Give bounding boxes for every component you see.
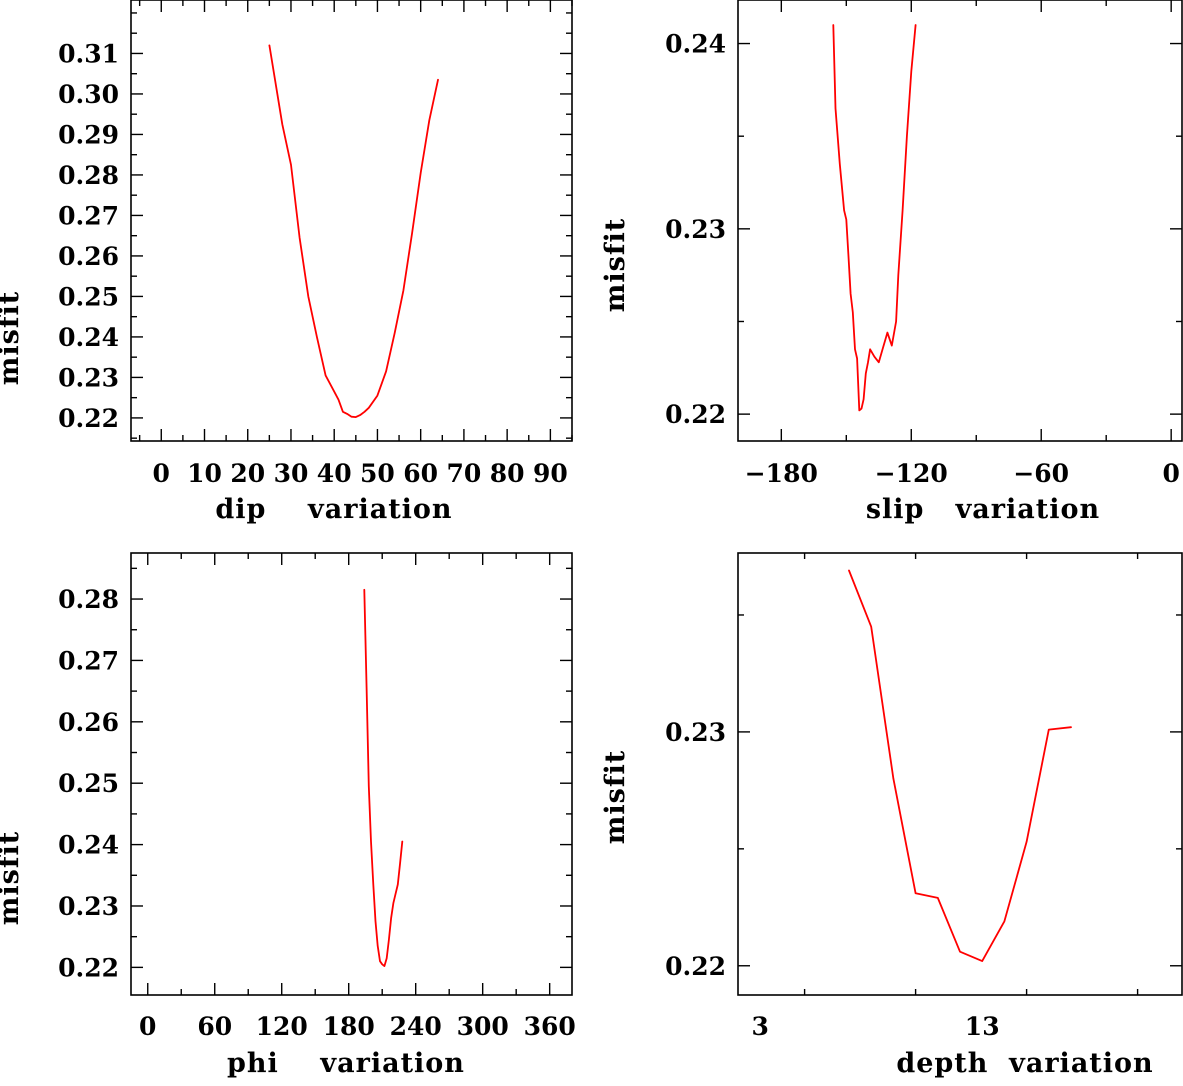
- x-axis-label: slip variation: [866, 494, 1100, 525]
- x-tick-label: 120: [256, 1012, 308, 1041]
- y-tick-label: 0.27: [58, 201, 119, 230]
- y-tick-label: 0.25: [58, 282, 119, 311]
- x-axis-label: depth variation: [896, 1048, 1153, 1079]
- y-tick-label: 0.23: [58, 363, 119, 392]
- x-tick-label: 60: [403, 459, 438, 488]
- y-tick-label: 0.29: [58, 120, 119, 149]
- x-tick-label: −120: [875, 459, 948, 488]
- y-tick-label: 0.28: [58, 585, 119, 614]
- x-tick-label: −180: [745, 459, 818, 488]
- plot-frame: [737, 0, 1183, 442]
- x-tick-label: 13: [965, 1012, 1000, 1041]
- series-line: [832, 24, 917, 412]
- y-tick-label: 0.22: [665, 952, 726, 981]
- x-tick-label: 240: [390, 1012, 442, 1041]
- chart-panel-4: 3 13 0.22 0.23 depth variation misfit: [600, 552, 1183, 1079]
- chart-panel-3: 0 60 120 180 240 300 360 0.22 0.23 0.24 0.25 0.26 0.…: [0, 552, 576, 1079]
- y-axis-label: misfit: [0, 291, 25, 385]
- y-tick-label: 0.22: [58, 404, 119, 433]
- y-tick-label: 0.23: [58, 892, 119, 921]
- x-tick-label: 300: [457, 1012, 509, 1041]
- x-tick-label: 80: [490, 459, 525, 488]
- y-tick-label: 0.28: [58, 161, 119, 190]
- y-tick-label: 0.24: [58, 831, 119, 860]
- x-tick-label: 30: [274, 459, 309, 488]
- x-tick-label: 10: [187, 459, 222, 488]
- x-tick-label: 360: [524, 1012, 576, 1041]
- x-tick-label: 3: [751, 1012, 768, 1041]
- x-axis-label: phi variation: [227, 1048, 465, 1079]
- plot-frame: [130, 0, 573, 442]
- y-tick-label: 0.26: [58, 242, 119, 271]
- y-axis-label: misfit: [0, 831, 25, 925]
- y-tick-label: 0.30: [58, 80, 119, 109]
- x-tick-label: 60: [197, 1012, 232, 1041]
- y-axis-label: misfit: [600, 750, 631, 844]
- series-line: [268, 44, 439, 419]
- y-tick-label: 0.24: [58, 323, 119, 352]
- x-tick-label: 0: [139, 1012, 156, 1041]
- x-tick-label: 70: [447, 459, 482, 488]
- y-tick-label: 0.27: [58, 646, 119, 675]
- x-tick-label: 40: [317, 459, 352, 488]
- y-tick-label: 0.26: [58, 708, 119, 737]
- x-tick-label: 0: [1162, 459, 1179, 488]
- series-line: [848, 569, 1072, 962]
- y-tick-label: 0.23: [665, 718, 726, 747]
- plot-frame: [737, 552, 1183, 996]
- y-tick-label: 0.23: [665, 215, 726, 244]
- y-tick-label: 0.24: [665, 30, 726, 59]
- chart-panel-2: −180 −120 −60 0 0.22 0.23 0.24 slip variation mi…: [600, 0, 1183, 525]
- x-tick-label: −60: [1013, 459, 1069, 488]
- x-tick-label: 50: [360, 459, 395, 488]
- x-tick-label: 0: [153, 459, 170, 488]
- x-tick-label: 180: [323, 1012, 375, 1041]
- x-axis-label: dip variation: [215, 494, 452, 525]
- y-tick-label: 0.22: [58, 953, 119, 982]
- x-tick-label: 20: [230, 459, 265, 488]
- y-axis-label: misfit: [600, 218, 631, 312]
- x-tick-label: 90: [533, 459, 568, 488]
- series-line: [363, 588, 404, 967]
- chart-panel-1: 0 10 20 30 40 50 60 70 80 90 0.22 0.23 0.24 0.25 0.26 0…: [0, 0, 573, 525]
- plot-frame: [130, 552, 573, 996]
- y-tick-label: 0.31: [58, 39, 119, 68]
- y-tick-label: 0.22: [665, 400, 726, 429]
- y-tick-label: 0.25: [58, 769, 119, 798]
